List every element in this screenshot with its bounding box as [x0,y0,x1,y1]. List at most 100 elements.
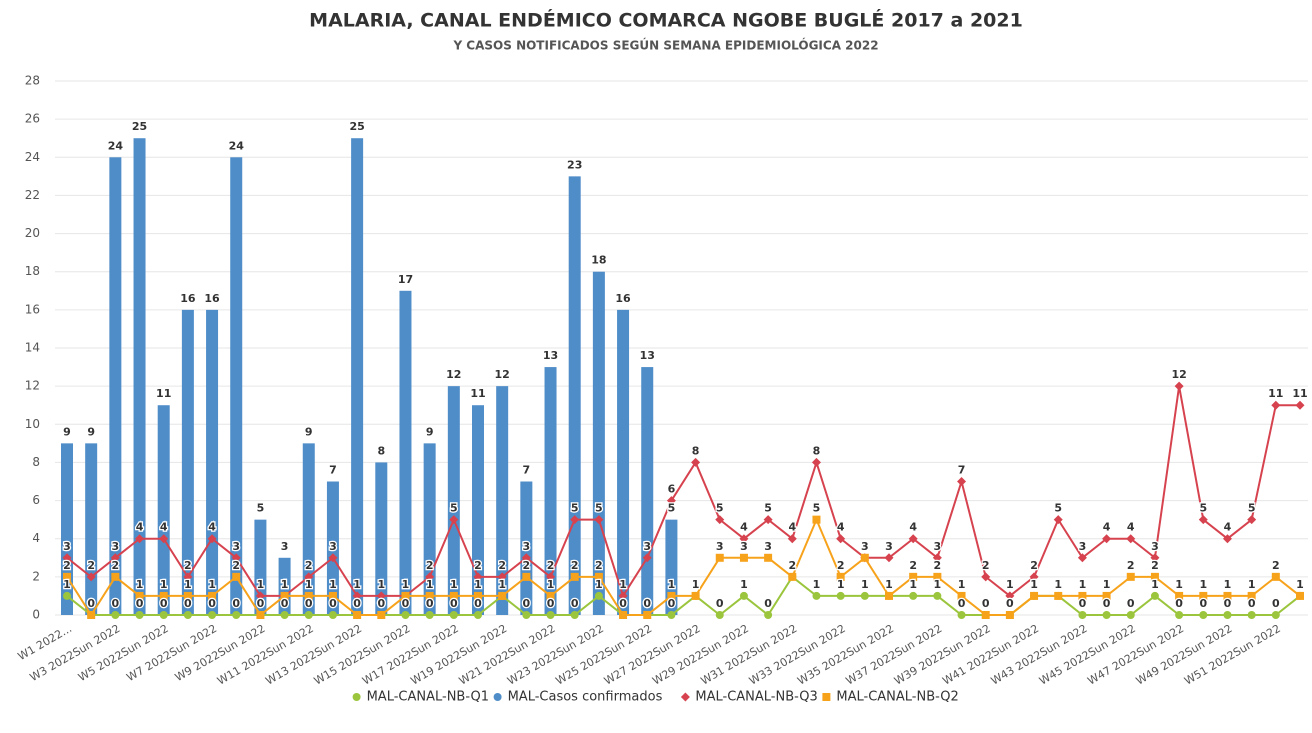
data-label: 1 [692,578,700,591]
line-marker [933,572,942,581]
data-label: 0 [1127,597,1135,610]
legend-label: MAL-CANAL-NB-Q2 [836,690,958,705]
data-label: 1 [426,578,434,591]
data-label: 1 [305,578,313,591]
line-marker [110,553,120,563]
y-tick-label: 26 [25,112,40,126]
bar [326,481,339,615]
line-marker [256,611,265,619]
line-marker [474,591,482,600]
line-marker [885,591,893,600]
data-label: 0 [1248,597,1256,610]
data-label: 16 [180,292,196,305]
line [66,385,1300,599]
line-marker [1223,591,1232,600]
data-label: 1 [1224,578,1232,591]
line-marker [642,553,652,563]
data-label: 0 [1103,597,1111,610]
data-label: 16 [204,292,220,305]
line-marker [1126,572,1135,581]
data-label: 16 [615,292,631,305]
data-label: 2 [1127,559,1135,572]
data-label: 13 [543,349,558,362]
x-tick-label: W5 2022Sun 2022 [76,622,171,684]
line-marker [425,611,434,619]
line [66,575,1301,617]
y-tick-label: 16 [25,302,40,316]
data-label: 0 [1199,597,1207,610]
line-marker [957,477,967,486]
line-marker [159,611,168,619]
data-label: 1 [1103,578,1111,591]
data-label: 2 [1151,559,1159,572]
bar [206,309,219,615]
data-label: 11 [156,387,171,400]
line-marker [1199,591,1208,600]
line-marker [619,611,628,619]
line-marker [812,515,821,524]
line-marker [449,591,458,600]
data-label: 1 [208,578,216,591]
line-marker [811,457,821,467]
line-marker [691,457,701,467]
data-label: 0 [305,597,313,610]
data-label: 0 [377,597,385,610]
line-marker [1271,400,1281,410]
data-label: 1 [474,578,482,591]
data-label: 2 [87,559,95,572]
line-marker [522,611,531,619]
line-marker [739,553,748,562]
line-marker [764,553,773,562]
data-label: 1 [595,578,603,591]
data-label: 11 [470,387,485,400]
line-marker [304,611,313,619]
line-marker [739,534,749,544]
data-label: 0 [571,597,579,610]
data-label: 1 [1054,578,1062,591]
y-tick-label: 2 [32,569,40,583]
data-label: 0 [474,597,482,610]
data-label: 1 [329,578,337,591]
data-label: 24 [229,139,245,152]
data-label: 1 [353,578,361,591]
line-marker [618,591,628,601]
x-tick-label: W3 2022Sun 2022 [28,622,123,684]
data-label: 0 [232,597,240,610]
data-label: 0 [87,597,95,610]
bar [302,443,315,615]
data-label: 1 [692,578,700,591]
bar [447,386,460,615]
data-label: 0 [523,597,531,610]
data-label: 18 [591,254,606,267]
y-tick-label: 10 [25,417,40,431]
data-label: 2 [523,559,531,572]
data-label: 1 [402,578,410,591]
line-marker [836,572,845,581]
data-label: 3 [740,540,748,553]
line-marker [739,591,748,600]
line-marker [1054,591,1063,600]
line-marker [1030,591,1039,600]
data-label: 5 [257,502,265,515]
line-marker [860,591,869,600]
data-label: 0 [353,597,361,610]
data-label: 3 [716,540,724,553]
data-label: 3 [861,540,869,553]
line-marker [1150,553,1160,563]
data-label: 0 [643,597,651,610]
data-label: 1 [813,578,821,591]
line-marker [1126,534,1136,544]
bar [617,309,630,615]
data-label: 2 [305,559,313,572]
line-marker [401,611,410,619]
data-label: 3 [523,540,531,553]
data-label: 0 [643,597,651,610]
data-label: 2 [1030,559,1038,572]
line-marker [63,591,71,600]
data-label: 2 [63,559,71,572]
data-label: 0 [87,597,95,610]
line-marker [352,591,362,601]
data-label: 9 [87,425,95,438]
bar [472,405,484,615]
